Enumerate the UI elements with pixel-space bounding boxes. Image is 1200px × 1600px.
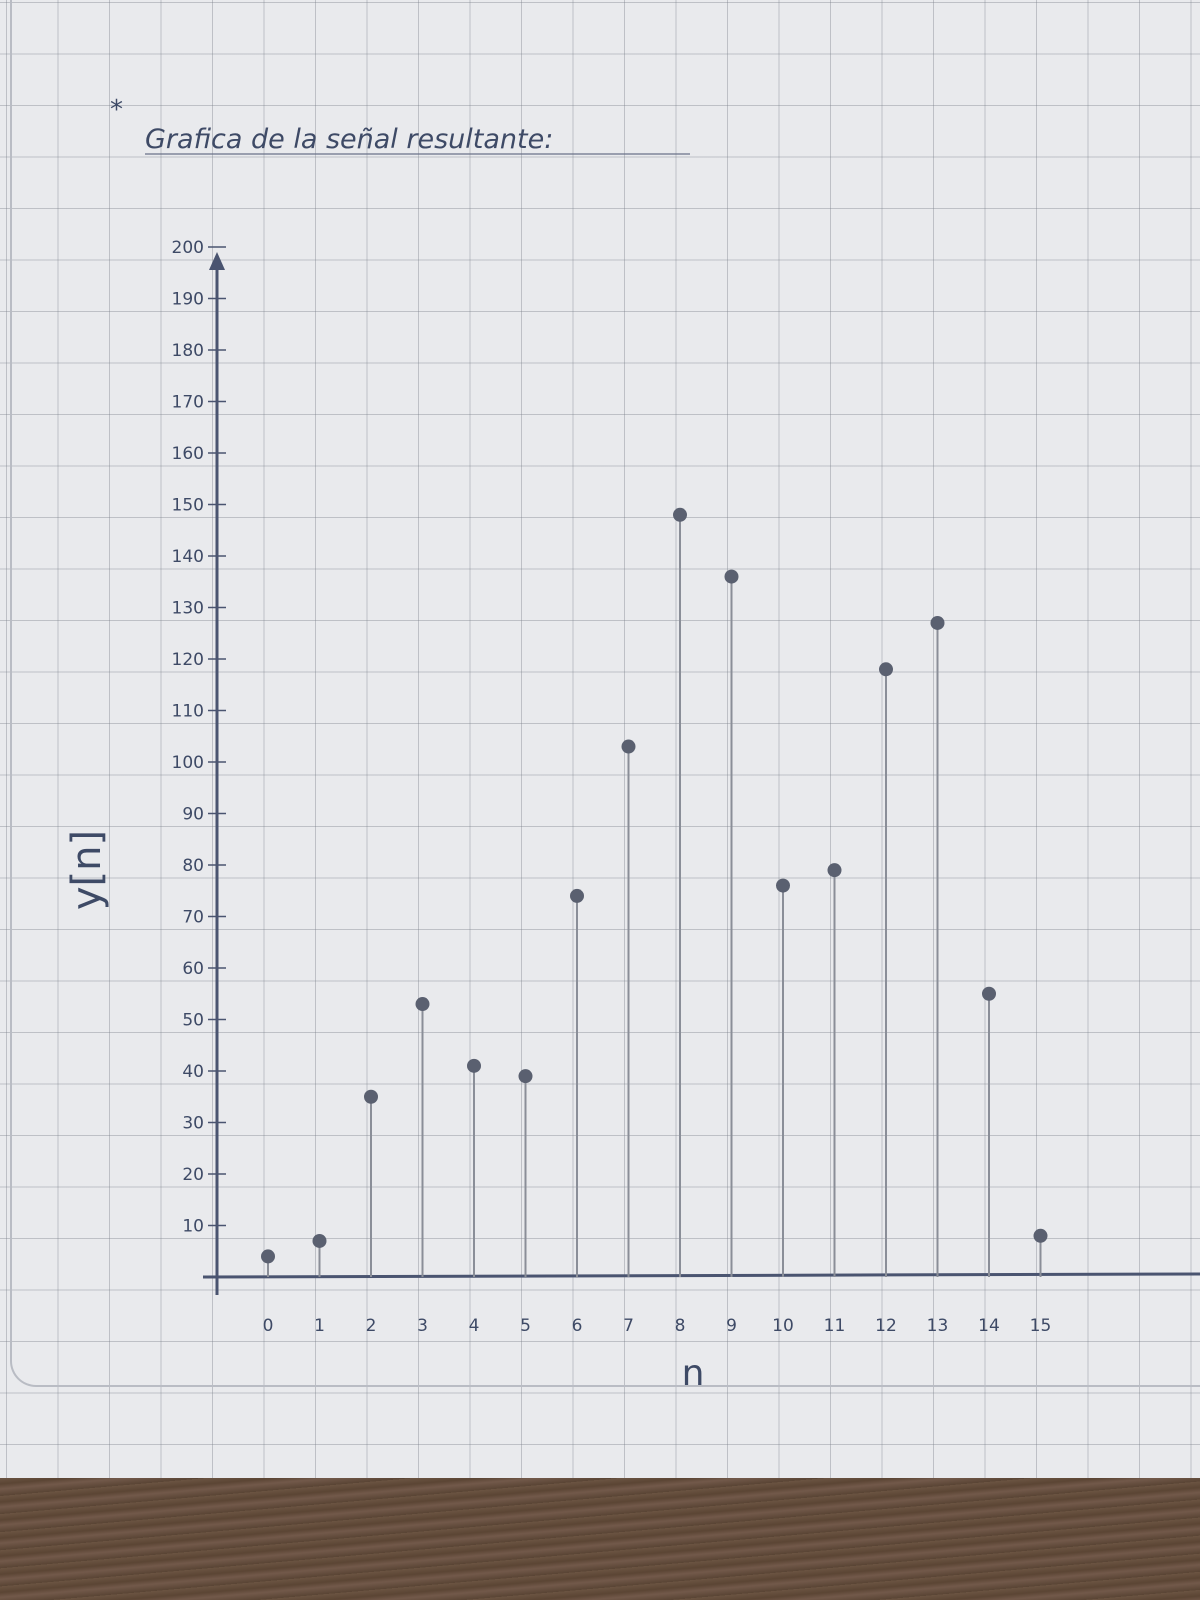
bullet-mark: * [110,95,123,125]
y-tick-label: 200 [172,238,204,258]
stem-marker [364,1089,378,1104]
stem-marker [621,739,636,754]
y-tick-label: 70 [182,908,204,928]
stems [261,507,1048,1277]
x-tick-label: 5 [520,1316,531,1336]
stem-marker [930,615,945,630]
x-tick-label: 6 [572,1316,583,1336]
stem-marker [776,878,790,893]
x-tick-label: 13 [927,1316,949,1336]
x-tick-label: 7 [623,1316,634,1336]
grid-paper [0,0,1200,1478]
x-tick-label: 2 [366,1316,377,1336]
y-tick-label: 130 [172,599,204,619]
y-tick-label: 140 [172,547,204,567]
y-axis-label: y[n] [64,830,110,910]
x-axis-label: n [682,1353,705,1394]
stem-marker [570,888,584,903]
y-tick-label: 160 [172,444,204,464]
x-tick-label: 14 [978,1316,1000,1336]
x-tick-label: 9 [726,1316,737,1336]
stem-marker [518,1069,533,1084]
y-tick-label: 10 [182,1217,204,1237]
stem-marker [673,507,687,522]
y-tick-labels: 10 20 30 40 50 60 70 80 90 100 110 120 130 140 150 160 1… [172,238,226,1237]
x-axis-line [202,1272,1200,1279]
x-tick-label: 11 [824,1316,846,1336]
y-tick-label: 120 [172,650,204,670]
y-tick-label: 30 [182,1114,204,1134]
y-tick-label: 110 [172,702,204,722]
chart-title: Grafica de la señal resultante: [145,124,553,155]
x-tick-label: 8 [675,1316,686,1336]
stem-marker [261,1249,275,1264]
axes [202,252,1200,1295]
x-tick-label: 15 [1030,1316,1052,1336]
y-tick-label: 50 [182,1011,204,1031]
y-tick-label: 90 [182,805,204,825]
y-tick-label: 150 [172,496,204,516]
stem-marker [467,1058,481,1073]
y-tick-label: 40 [182,1062,204,1082]
y-tick-label: 180 [172,341,204,361]
x-tick-label: 3 [417,1316,428,1336]
y-tick-label: 170 [172,393,204,413]
stem-marker [827,863,842,878]
x-tick-label: 1 [314,1316,325,1336]
stem-marker [724,569,739,584]
y-axis-arrow [209,252,225,270]
y-tick-label: 60 [182,959,204,979]
y-tick-label: 190 [172,290,204,310]
stem-marker [415,997,430,1012]
stem-marker [982,986,996,1001]
y-tick-label: 100 [172,753,204,773]
y-tick-label: 20 [182,1165,204,1185]
stem-marker [312,1233,327,1248]
y-tick-label: 80 [182,856,204,876]
wooden-table [0,1478,1200,1600]
x-tick-label: 12 [875,1316,897,1336]
x-tick-label: 0 [263,1316,274,1336]
x-tick-labels: 0 1 2 3 4 5 6 7 8 9 10 11 12 13 14 15 [263,1316,1052,1336]
x-tick-label: 10 [772,1316,794,1336]
stem-marker [1033,1228,1048,1243]
stem-chart: * Grafica de la señal resultante: 102030… [64,95,1200,1394]
stem-marker [879,662,893,677]
x-tick-label: 4 [469,1316,480,1336]
paper-edge [10,0,1200,1387]
